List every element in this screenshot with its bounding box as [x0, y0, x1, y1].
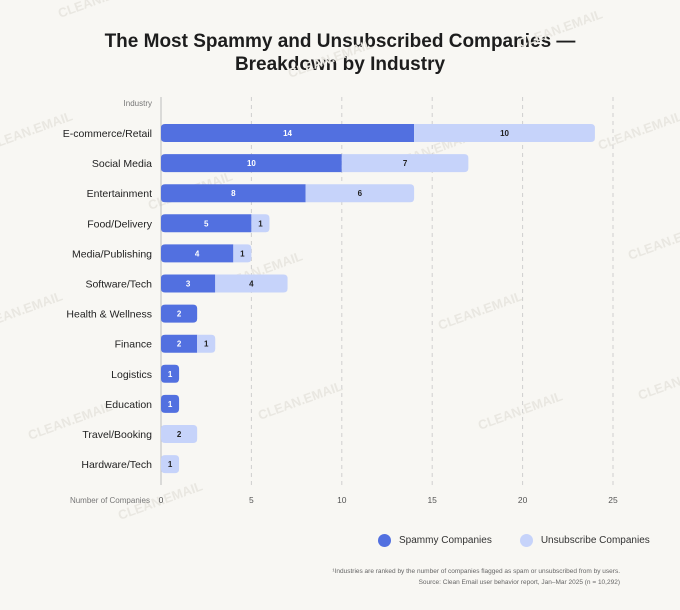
bar-value-unsubscribe: 1: [258, 219, 263, 228]
category-label: Social Media: [92, 158, 152, 170]
bar-spammy: [161, 304, 198, 323]
legend-label-unsubscribe: Unsubscribe Companies: [540, 535, 650, 546]
bar-value-spammy: 5: [204, 219, 209, 228]
chart-title-line-1: The Most Spammy and Unsubscribed Compani…: [104, 31, 576, 52]
x-tick-labels: 0 5 10 15 20 25: [159, 495, 618, 505]
category-label: Food/Delivery: [87, 218, 153, 230]
x-tick-label: 15: [427, 495, 437, 505]
bar-unsubscribe: [414, 124, 595, 142]
category-label: Finance: [115, 339, 153, 351]
bar-value-spammy: 2: [177, 310, 182, 319]
bar-spammy: [161, 244, 234, 263]
legend-label-spammy: Spammy Companies: [399, 535, 492, 546]
category-label: Travel/Booking: [82, 429, 152, 441]
bar-spammy: [161, 274, 216, 293]
watermark-text: CLEAN.EMAIL: [286, 36, 375, 80]
category-label: Health & Wellness: [66, 309, 152, 321]
watermark-text: CLEAN.EMAIL: [436, 288, 525, 332]
legend-swatch-spammy: [378, 534, 391, 547]
bar-value-spammy: 10: [247, 159, 256, 168]
bar-value-spammy: 14: [283, 129, 292, 138]
category-label: Entertainment: [87, 188, 152, 200]
chart-title-line-2: Breakdown by Industry: [234, 54, 446, 75]
bar-value-unsubscribe: 2: [177, 430, 182, 439]
bar-spammy: [161, 184, 306, 203]
watermark-text: CLEAN.EMAIL: [56, 0, 145, 21]
bar-spammy: [161, 124, 415, 142]
source-note: Source: Clean Email user behavior report…: [418, 579, 620, 586]
category-label: E-commerce/Retail: [63, 128, 152, 140]
watermark-text: CLEAN.EMAIL: [636, 358, 680, 402]
legend-item-unsubscribe: Unsubscribe Companies: [519, 534, 650, 547]
watermark-text: CLEAN.EMAIL: [476, 388, 565, 432]
footnote-block: ¹Industries are ranked by the number of …: [332, 566, 620, 588]
bar-value-spammy: 1: [168, 370, 173, 379]
bar-unsubscribe: [161, 455, 180, 474]
legend-swatch-unsubscribe: [519, 534, 533, 547]
bar-value-spammy: 8: [231, 189, 236, 198]
bar-value-unsubscribe: 1: [204, 340, 209, 349]
y-axis-label: Industry: [124, 99, 152, 108]
bar-spammy: [161, 154, 342, 173]
x-tick-label: 0: [159, 495, 164, 505]
footnote: ¹Industries are ranked by the number of …: [332, 568, 620, 575]
x-tick-label: 20: [518, 495, 528, 505]
watermark-text: CLEAN.EMAIL: [596, 108, 680, 152]
x-tick-label: 5: [249, 495, 254, 505]
bar-chart: CLEAN.EMAIL CLEAN.EMAIL CLEAN.EMAIL CLEAN.E…: [0, 0, 680, 520]
watermark-text: CLEAN.EMAIL: [626, 218, 680, 262]
bar-value-unsubscribe: 1: [240, 249, 245, 258]
bar-unsubscribe: [233, 244, 252, 263]
bar-spammy: [161, 394, 180, 413]
legend: Spammy Companies Unsubscribe Companies: [378, 534, 678, 547]
bar-value-unsubscribe: 1: [168, 460, 173, 469]
x-tick-label: 25: [608, 495, 618, 505]
x-axis-label: Number of Companies: [70, 496, 150, 505]
bar-value-unsubscribe: 4: [249, 280, 254, 289]
chart-title: The Most Spammy and Unsubscribed Compani…: [0, 30, 680, 76]
x-tick-label: 10: [337, 495, 347, 505]
bar-value-spammy: 4: [195, 249, 200, 258]
category-label: Software/Tech: [85, 279, 152, 291]
bar-unsubscribe: [305, 184, 415, 203]
bar-spammy: [161, 334, 198, 353]
category-labels: E-commerce/Retail Social Media Entertainme…: [63, 128, 153, 471]
watermark-text: CLEAN.EMAIL: [256, 378, 345, 422]
watermark-text: CLEAN.EMAIL: [0, 288, 65, 332]
bar-unsubscribe: [341, 154, 469, 173]
bar-unsubscribe: [215, 274, 288, 293]
bar-unsubscribe: [251, 214, 270, 233]
category-label: Logistics: [111, 369, 152, 381]
bar-unsubscribe: [161, 425, 198, 443]
bar-value-unsubscribe: 10: [500, 129, 509, 138]
watermark-text: CLEAN.EMAIL: [516, 6, 605, 50]
bar-value-unsubscribe: 7: [403, 159, 408, 168]
bar-value-spammy: 1: [168, 400, 173, 409]
bar-value-unsubscribe: 6: [358, 189, 363, 198]
legend-item-spammy: Spammy Companies: [378, 534, 492, 547]
category-label: Media/Publishing: [72, 248, 152, 260]
bar-value-spammy: 2: [177, 340, 182, 349]
category-label: Hardware/Tech: [81, 459, 152, 471]
category-label: Education: [105, 399, 152, 411]
bar-value-spammy: 3: [186, 280, 191, 289]
bar-spammy: [161, 364, 180, 383]
bar-unsubscribe: [197, 334, 216, 353]
bar-spammy: [161, 214, 252, 233]
